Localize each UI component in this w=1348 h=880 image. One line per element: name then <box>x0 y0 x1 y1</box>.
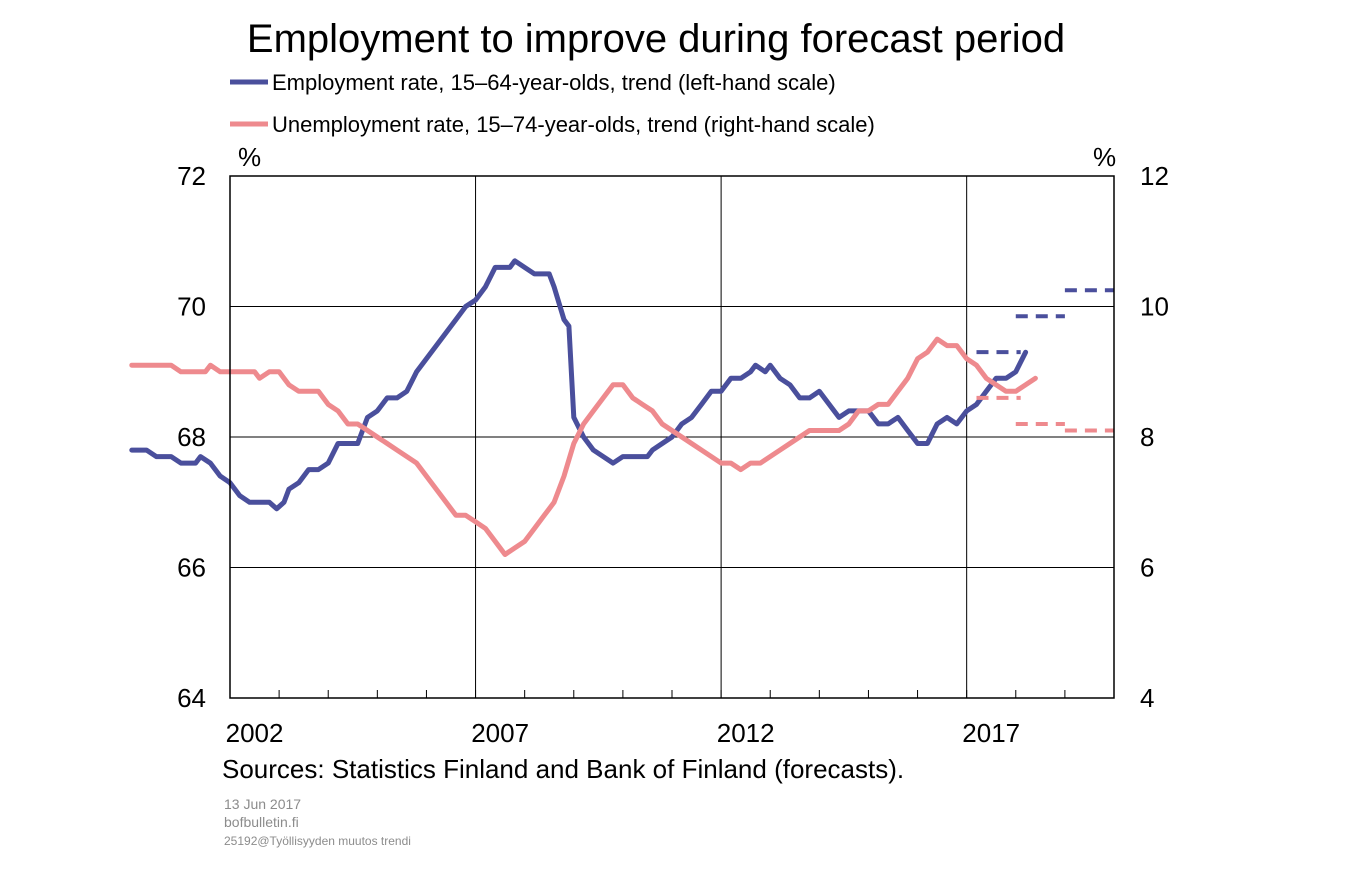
x-tick-label: 2002 <box>226 718 284 748</box>
right-tick-label: 10 <box>1140 292 1169 322</box>
left-tick-label: 64 <box>177 683 206 713</box>
left-tick-label: 66 <box>177 553 206 583</box>
right-tick-label: 4 <box>1140 683 1154 713</box>
right-tick-label: 6 <box>1140 553 1154 583</box>
left-tick-label: 70 <box>177 292 206 322</box>
sources-note: Sources: Statistics Finland and Bank of … <box>222 754 904 784</box>
right-tick-label: 8 <box>1140 422 1154 452</box>
series-line-employment <box>129 258 1029 512</box>
legend: Employment rate, 15–64-year-olds, trend … <box>230 70 875 137</box>
publication-date: 13 Jun 2017 <box>224 796 301 812</box>
series-lines <box>129 258 1114 557</box>
right-tick-label: 12 <box>1140 161 1169 191</box>
x-tick-label: 2017 <box>962 718 1020 748</box>
x-tick-label: 2007 <box>471 718 529 748</box>
right-axis-unit: % <box>1093 142 1116 172</box>
left-tick-label: 72 <box>177 161 206 191</box>
series-line-unemployment <box>129 336 1038 557</box>
chart-title: Employment to improve during forecast pe… <box>247 17 1065 61</box>
axis-ticks <box>278 690 1066 698</box>
x-tick-label: 2012 <box>717 718 775 748</box>
left-tick-label: 68 <box>177 422 206 452</box>
site-name: bofbulletin.fi <box>224 814 299 830</box>
left-axis-unit: % <box>238 142 261 172</box>
legend-label-unemployment: Unemployment rate, 15–74-year-olds, tren… <box>272 112 875 137</box>
legend-label-employment: Employment rate, 15–64-year-olds, trend … <box>272 70 836 95</box>
file-id: 25192@Työllisyyden muutos trendi <box>224 834 411 848</box>
